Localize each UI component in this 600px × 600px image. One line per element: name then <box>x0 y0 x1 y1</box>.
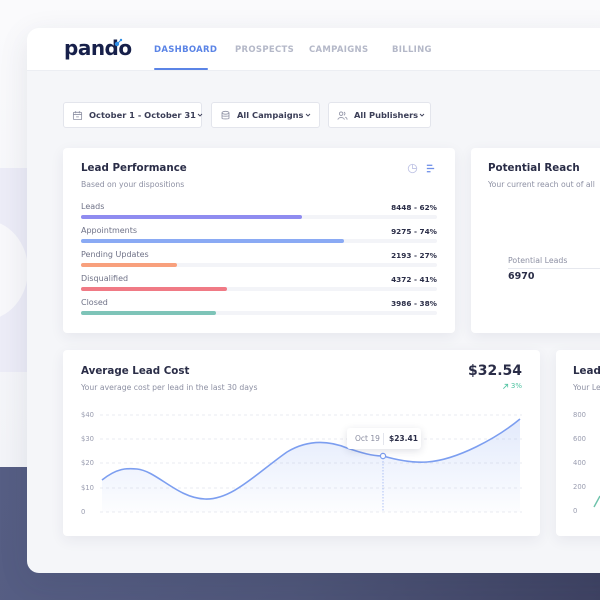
y-tick: $20 <box>81 459 94 467</box>
lead-performance-card: Lead Performance Based on your dispositi… <box>63 148 455 333</box>
y-tick: 800 <box>573 411 586 419</box>
tab-prospects[interactable]: PROSPECTS <box>235 45 295 55</box>
divider <box>508 268 600 269</box>
potential-leads-label: Potential Leads <box>508 256 568 265</box>
card-subtitle: Based on your dispositions <box>81 180 185 189</box>
progress-fill <box>81 287 227 291</box>
y-tick: $10 <box>81 484 94 492</box>
progress-fill <box>81 263 178 267</box>
y-tick: 0 <box>81 508 86 516</box>
row-value: 4372 - 41% <box>391 275 437 284</box>
app-window: pando DASHBOARD PROSPECTS CAMPAIGNS BILL… <box>27 28 600 573</box>
campaigns-filter[interactable]: All Campaigns <box>211 102 320 128</box>
publishers-filter[interactable]: All Publishers <box>328 102 431 128</box>
row-label: Closed <box>81 298 108 307</box>
row-label: Leads <box>81 202 105 211</box>
partial-line-chart <box>593 495 600 508</box>
progress-fill <box>81 215 302 219</box>
pie-chart-icon[interactable] <box>407 163 418 174</box>
chart-tooltip: Oct 19 $23.41 <box>347 428 421 449</box>
tooltip-date: Oct 19 <box>355 434 380 443</box>
date-range-label: October 1 - October 31 <box>89 110 196 120</box>
card-title: Average Lead Cost <box>81 365 190 377</box>
chevron-down-icon <box>419 113 425 117</box>
y-tick: $40 <box>81 411 94 419</box>
lead-row-disqualified: Disqualified 4372 - 41% <box>81 274 437 298</box>
y-tick: 600 <box>573 435 586 443</box>
card-title: Lead <box>573 365 600 377</box>
chevron-down-icon <box>305 113 310 117</box>
tooltip-separator <box>383 432 384 445</box>
row-label: Disqualified <box>81 274 129 283</box>
chevron-down-icon <box>197 113 203 117</box>
card-subtitle: Your Le <box>573 383 600 392</box>
card-title: Potential Reach <box>488 162 580 174</box>
progress-track <box>81 287 437 291</box>
card-subtitle: Your current reach out of all <box>488 180 595 189</box>
y-tick: 400 <box>573 459 586 467</box>
y-tick: 200 <box>573 483 586 491</box>
tooltip-value: $23.41 <box>389 434 418 443</box>
average-cost-value: $32.54 <box>467 363 522 379</box>
bar-list-icon[interactable] <box>425 163 436 174</box>
progress-track <box>81 263 437 267</box>
lead-row-closed: Closed 3986 - 38% <box>81 298 437 322</box>
tab-campaigns[interactable]: CAMPAIGNS <box>309 45 369 55</box>
y-tick: 0 <box>573 507 578 515</box>
progress-fill <box>81 239 345 243</box>
progress-track <box>81 311 437 315</box>
lead-row-pending-updates: Pending Updates 2193 - 27% <box>81 250 437 274</box>
lead-chart-card: Lead Your Le 800 600 400 200 0 <box>556 350 600 536</box>
row-value: 3986 - 38% <box>391 299 437 308</box>
date-range-filter[interactable]: October 1 - October 31 <box>63 102 203 128</box>
active-tab-indicator <box>154 68 208 70</box>
card-title: Lead Performance <box>81 162 187 174</box>
average-lead-cost-card: Average Lead Cost Your average cost per … <box>63 350 540 536</box>
row-value: 9275 - 74% <box>391 227 437 236</box>
tab-dashboard[interactable]: DASHBOARD <box>154 45 218 55</box>
row-value: 2193 - 27% <box>391 251 437 260</box>
progress-track <box>81 239 437 243</box>
database-icon <box>221 110 230 119</box>
top-nav: pando DASHBOARD PROSPECTS CAMPAIGNS BILL… <box>27 28 600 71</box>
logo-mark-icon <box>114 38 123 47</box>
change-indicator: 3% <box>502 382 522 390</box>
row-label: Appointments <box>81 226 138 235</box>
calendar-icon <box>72 110 83 120</box>
progress-track <box>81 215 437 219</box>
lead-row-appointments: Appointments 9275 - 74% <box>81 226 437 250</box>
potential-leads-value: 6970 <box>508 271 535 282</box>
y-tick: $30 <box>81 435 94 443</box>
progress-fill <box>81 311 217 315</box>
potential-reach-card: Potential Reach Your current reach out o… <box>471 148 600 333</box>
tab-billing[interactable]: BILLING <box>392 45 432 55</box>
card-subtitle: Your average cost per lead in the last 3… <box>81 383 258 392</box>
change-value: 3% <box>510 382 522 390</box>
publishers-label: All Publishers <box>354 110 419 120</box>
row-value: 8448 - 62% <box>391 203 437 212</box>
lead-row-leads: Leads 8448 - 62% <box>81 202 437 226</box>
users-icon <box>337 111 348 120</box>
trend-up-icon <box>502 383 508 389</box>
campaigns-label: All Campaigns <box>237 110 304 120</box>
row-label: Pending Updates <box>81 250 149 259</box>
